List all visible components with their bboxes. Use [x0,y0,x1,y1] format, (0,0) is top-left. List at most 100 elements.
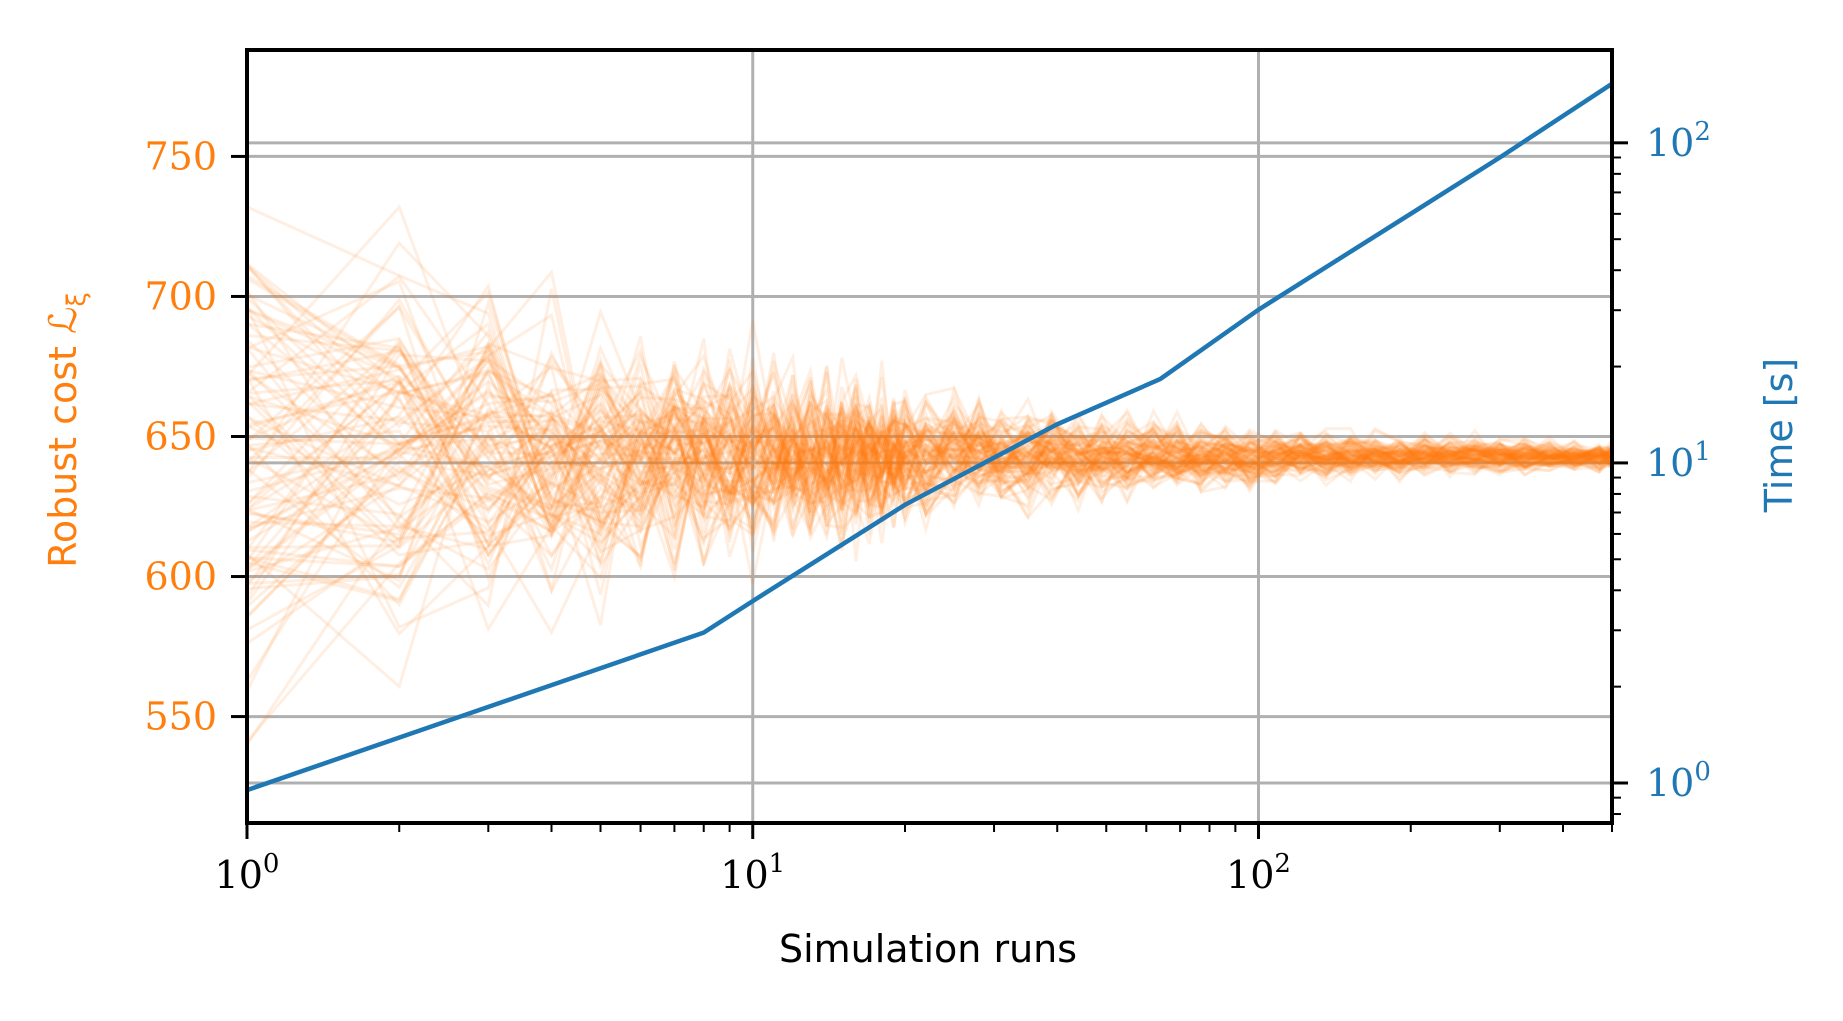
cost-run-line [246,379,1614,571]
cost-run-line [245,296,1614,501]
cost-run-line [245,353,1613,599]
cost-run-line [245,306,1613,629]
cost-run-line [246,336,1614,535]
cost-run-line [245,361,1614,683]
time-series-line [246,81,1614,793]
cost-run-line [245,402,1613,618]
cost-run-line [245,384,1613,746]
cost-run-line [246,322,1613,534]
cost-run-line [246,385,1613,574]
cost-run-line [245,384,1613,567]
x-tick-label: 102 [1226,849,1291,897]
cost-run-line [245,346,1613,637]
cost-run-line [245,341,1613,551]
y-left-tick-label: 550 [144,695,217,739]
cost-run-line [245,305,1613,595]
cost-run-line [246,307,1613,496]
cost-run-line [246,368,1613,549]
cost-run-line [246,279,1613,530]
cost-run-line [246,365,1613,572]
cost-run-line [246,360,1613,585]
cost-run-line [246,349,1613,552]
y-right-tick-label: 101 [1646,437,1711,485]
cost-run-line [246,357,1613,690]
cost-run-line [246,293,1614,521]
x-tick-label: 100 [215,849,280,897]
cost-run-line [245,364,1613,692]
cost-run-line [246,344,1614,584]
cost-run-line [246,401,1613,608]
cost-run-line [246,274,1613,542]
cost-run-line [246,321,1613,560]
y-left-tick-label: 600 [144,555,217,599]
cost-run-line [245,387,1614,557]
cost-run-line [246,367,1613,530]
cost-run-line [246,344,1613,521]
axes-group: 100 101 102 550 600 650 700 750 100 101 102 [144,48,1711,897]
cost-run-line [246,364,1613,540]
cost-run-line [245,376,1613,636]
cost-run-line [246,385,1613,538]
cost-run-line [246,321,1614,551]
cost-run-line [245,263,1614,502]
cost-run-line [246,370,1613,528]
y-left-tick-label: 750 [144,134,217,178]
cost-run-line [245,204,1613,536]
cost-run-line [246,320,1613,603]
cost-run-line [246,400,1613,581]
y-right-tick-label: 100 [1646,757,1711,805]
cost-run-line [245,265,1613,567]
cost-run-line [246,352,1614,568]
cost-run-line [246,357,1613,518]
cost-run-line [246,312,1613,559]
cost-run-line [246,360,1613,633]
cost-run-line [246,340,1614,632]
cost-run-line [246,307,1613,549]
cost-run-line [246,374,1613,573]
y-left-tick-label: 650 [144,415,217,459]
cost-run-line [245,377,1613,626]
cost-run-line [246,355,1613,533]
cost-run-line [246,358,1614,513]
cost-run-line [246,314,1613,518]
cost-run-line [246,308,1613,568]
y-right-tick-label: 102 [1646,117,1711,165]
cost-run-line [245,345,1613,521]
cost-run-line [246,393,1613,601]
cost-run-line [246,363,1614,529]
time-series-group [246,81,1614,793]
cost-run-line [246,282,1613,527]
cost-run-line [245,338,1613,545]
cost-run-line [246,364,1613,645]
cost-run-line [246,205,1613,513]
cost-run-line [246,357,1613,511]
cost-run-line [245,371,1613,604]
cost-run-line [246,345,1613,534]
cost-run-line [245,346,1613,551]
cost-run-line [245,337,1613,563]
cost-run-line [246,298,1614,583]
cost-run-line [246,395,1613,546]
y-left-tick-label: 700 [144,274,217,318]
cost-run-line [245,297,1613,568]
cost-run-line [245,365,1613,619]
cost-run-line [245,373,1614,743]
cost-run-line [246,262,1613,524]
left-axis-title: Robust cost ℒξ [41,292,92,568]
cost-series-group [245,204,1614,746]
cost-run-line [246,336,1613,584]
cost-run-line [246,333,1613,501]
cost-run-line [246,383,1613,569]
right-axis-title: Time [s] [1757,358,1801,514]
cost-run-line [246,349,1613,547]
cost-run-line [246,397,1614,572]
cost-run-line [246,399,1613,530]
cost-run-line [245,342,1613,548]
cost-run-line [246,397,1613,539]
cost-run-line [245,347,1613,541]
cost-run-line [245,412,1613,608]
cost-run-line [246,368,1614,558]
cost-run-line [246,411,1613,563]
cost-run-line [246,366,1613,590]
